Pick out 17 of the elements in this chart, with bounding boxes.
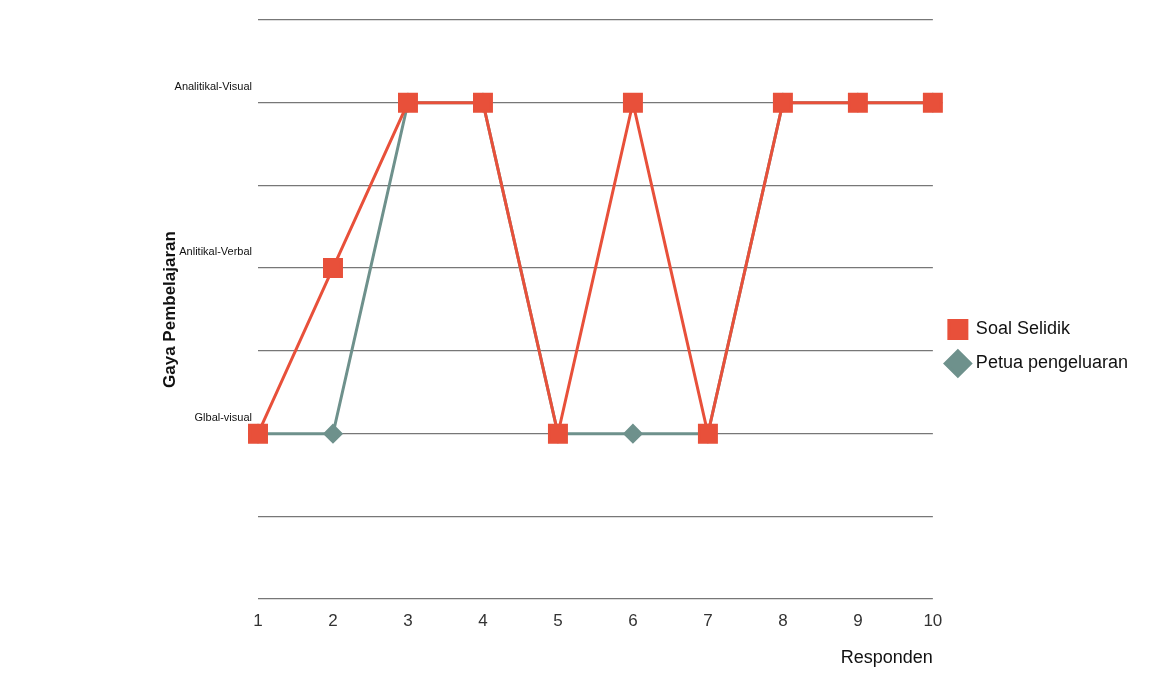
- x-tick-label: 8: [778, 610, 788, 630]
- x-tick-label: 2: [328, 610, 338, 630]
- x-tick-label: 3: [403, 610, 413, 630]
- x-tick-label: 5: [553, 610, 563, 630]
- x-tick-label: 7: [703, 610, 713, 630]
- text: Analitikal-Visual: [174, 79, 252, 92]
- legend-label: Petua pengeluaran: [975, 352, 1129, 373]
- legend-label: Soal Selidik: [975, 318, 1071, 339]
- text: Anlitikal-Verbal: [179, 245, 252, 258]
- x-tick-label: 1: [253, 610, 263, 630]
- x-axis-title: Responden: [840, 647, 933, 668]
- x-tick-label: 9: [853, 610, 863, 630]
- x-tick-label: 10: [923, 610, 943, 630]
- x-tick-label: 6: [628, 610, 638, 630]
- x-tick-label: 4: [478, 610, 488, 630]
- y-axis-title: Gaya Pembelajaran: [159, 231, 179, 388]
- text: Glbal-visual: [194, 410, 252, 423]
